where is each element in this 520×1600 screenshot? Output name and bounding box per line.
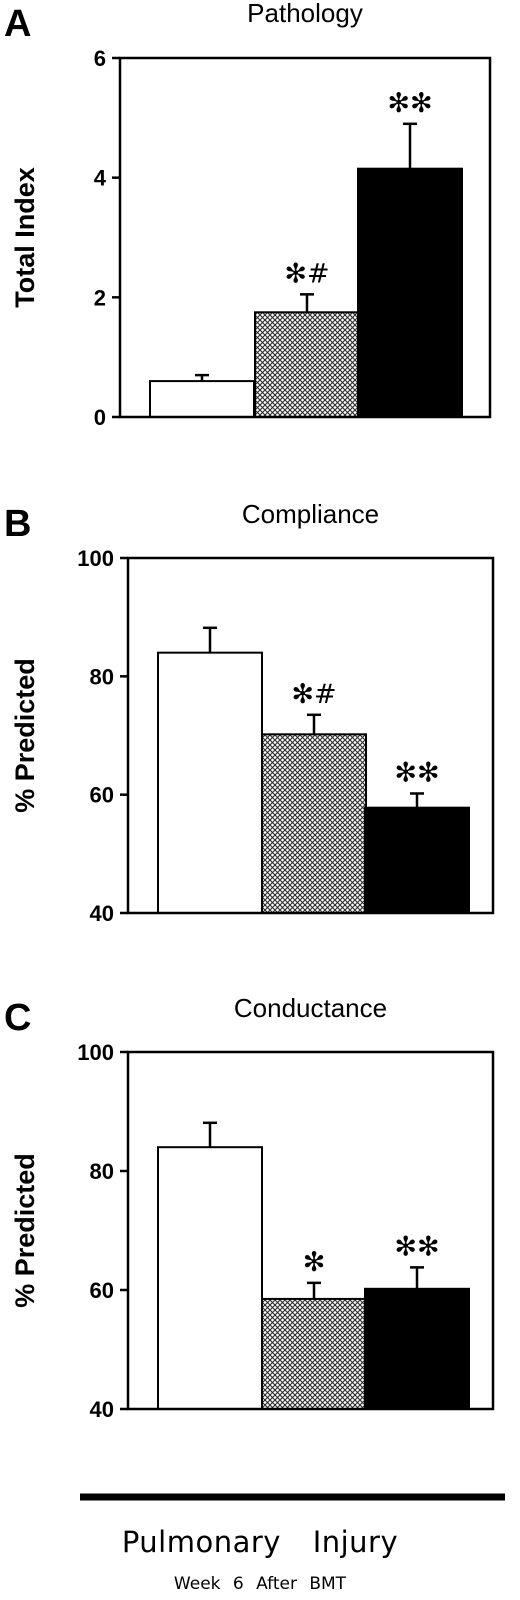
y-tick-label: 6	[94, 46, 106, 71]
y-tick-label: 100	[77, 1040, 114, 1065]
y-axis-label: % Predicted	[10, 658, 40, 813]
bar	[254, 311, 360, 418]
y-tick-label: 60	[90, 783, 114, 808]
y-tick-label: 100	[77, 546, 114, 571]
plot-frame	[126, 1050, 495, 1411]
panel-label: B	[4, 503, 31, 545]
bar	[261, 1297, 367, 1411]
y-tick-label: 40	[90, 1397, 114, 1422]
significance-marker: ✻#	[291, 679, 336, 710]
chart-panel-a: A Pathology ✻# ✻✻ 0 2 4 6 Total Index	[4, 0, 492, 430]
bar	[364, 1287, 470, 1411]
significance-marker: ✻✻	[394, 757, 439, 788]
plot-frame	[126, 556, 495, 915]
chart-title: Conductance	[234, 993, 387, 1023]
bar	[149, 380, 255, 419]
footer-subtitle: Week 6 After BMT	[173, 1574, 347, 1594]
y-tick-label: 4	[94, 166, 107, 191]
panel-label: C	[4, 997, 31, 1039]
bar	[261, 733, 367, 914]
y-tick-label: 80	[90, 1159, 114, 1184]
bar	[364, 806, 470, 915]
chart-panel-b: B Compliance ✻# ✻✻ 40 60 80 100 % Predicted	[4, 499, 495, 926]
y-tick-label: 60	[90, 1278, 114, 1303]
chart-title: Pathology	[247, 0, 363, 28]
bar	[157, 651, 263, 915]
panel-label: A	[4, 3, 31, 45]
chart-title: Compliance	[242, 499, 379, 529]
y-tick-label: 80	[90, 664, 114, 689]
significance-marker: ✻#	[284, 258, 329, 289]
y-axis-label: Total Index	[10, 167, 40, 308]
significance-marker: ✻✻	[394, 1231, 439, 1262]
y-tick-label: 2	[94, 285, 106, 310]
footer-title: Pulmonary Injury	[121, 1525, 399, 1559]
y-axis-label: % Predicted	[10, 1153, 40, 1308]
plot-frame	[118, 56, 492, 419]
y-tick-label: 40	[90, 901, 114, 926]
bar	[357, 167, 463, 418]
bar	[157, 1146, 263, 1410]
y-tick-label: 0	[94, 405, 106, 430]
significance-marker: ✻✻	[387, 88, 432, 119]
significance-marker: ✻	[303, 1247, 326, 1278]
